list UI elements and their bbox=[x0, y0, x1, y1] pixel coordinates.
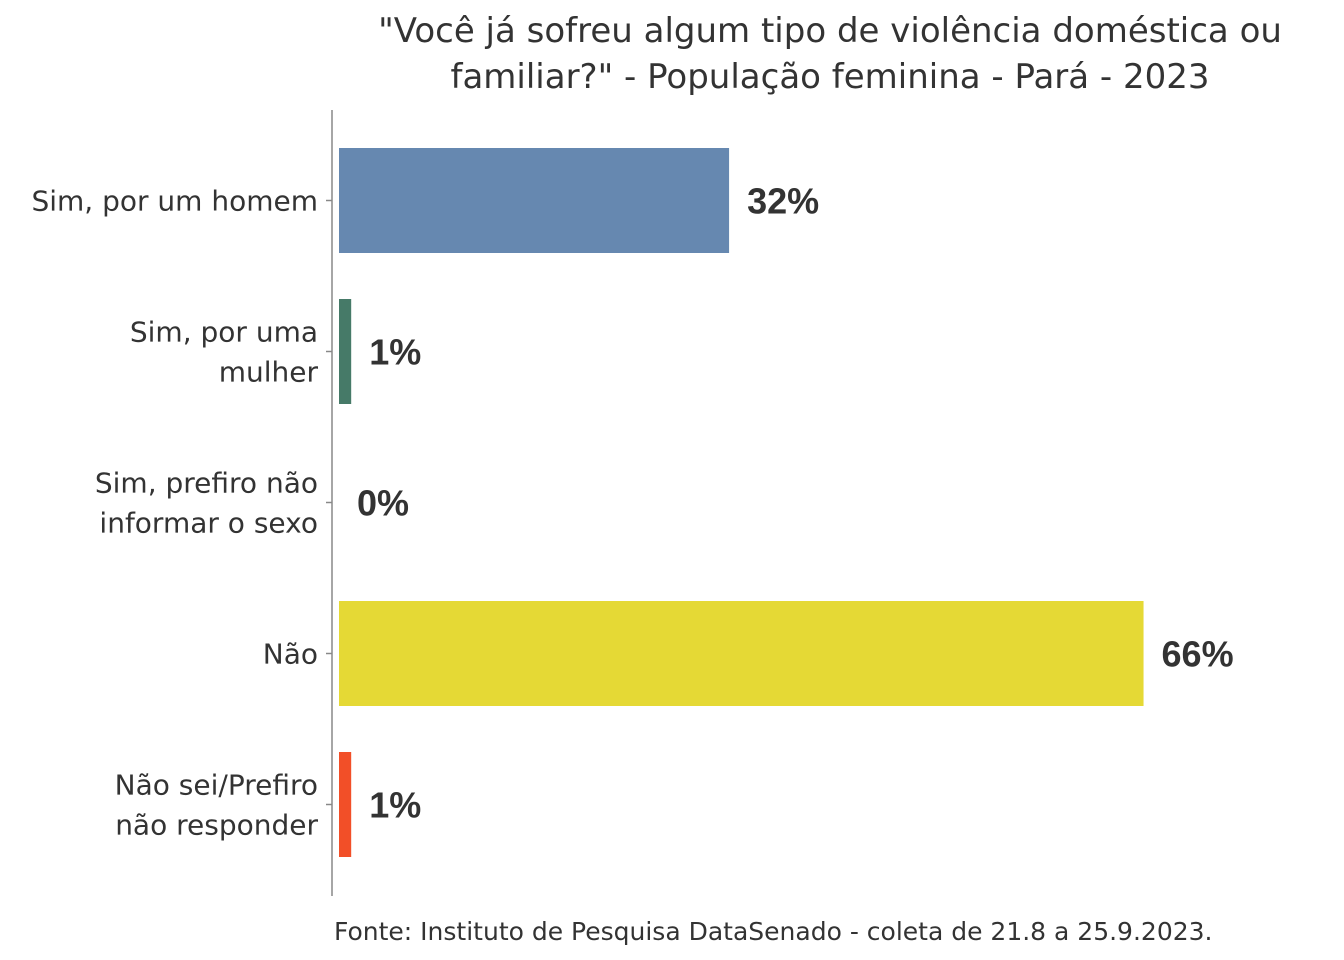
chart-title-line-2: familiar?" - População feminina - Pará -… bbox=[450, 57, 1209, 97]
bar bbox=[339, 752, 352, 857]
category-label: Sim, por um homem bbox=[31, 185, 318, 218]
chart-title-line-1: "Você já sofreu algum tipo de violência … bbox=[378, 11, 1282, 51]
category-label: Não sei/Prefiro bbox=[115, 769, 318, 802]
category-label: não responder bbox=[115, 809, 318, 842]
data-label: 1% bbox=[369, 332, 421, 373]
bar bbox=[339, 601, 1144, 706]
category-label: informar o sexo bbox=[99, 507, 318, 540]
category-label: Sim, prefiro não bbox=[95, 467, 318, 500]
bar bbox=[339, 148, 730, 253]
chart-caption: Fonte: Instituto de Pesquisa DataSenado … bbox=[334, 917, 1212, 946]
bar bbox=[339, 299, 352, 404]
data-label: 32% bbox=[747, 181, 819, 222]
data-label: 0% bbox=[357, 483, 409, 524]
category-label: mulher bbox=[219, 356, 319, 389]
category-label: Não bbox=[263, 638, 318, 671]
data-label: 1% bbox=[369, 785, 421, 826]
category-label: Sim, por uma bbox=[130, 316, 318, 349]
data-label: 66% bbox=[1162, 634, 1234, 675]
